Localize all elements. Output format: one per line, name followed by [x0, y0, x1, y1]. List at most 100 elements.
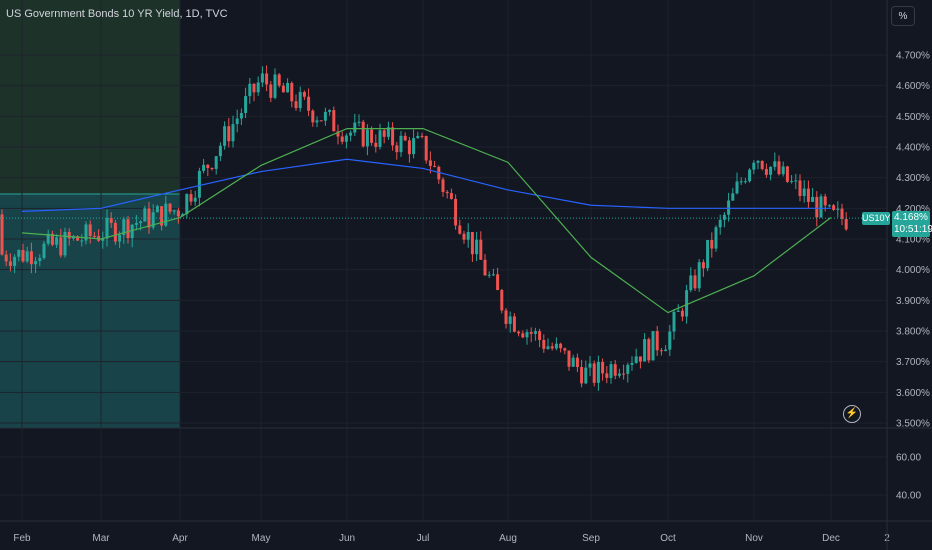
- candle-body: [521, 333, 525, 338]
- candle-body: [424, 136, 428, 161]
- candle-body: [25, 251, 29, 262]
- candle-body: [277, 74, 281, 86]
- candle-body: [105, 218, 109, 239]
- candle-body: [340, 136, 344, 142]
- price-axis[interactable]: 4.700% 4.600% 4.500% 4.400% 4.300% 4.200% 4.10…: [896, 51, 930, 430]
- candle-body: [391, 127, 395, 146]
- candle-body: [630, 362, 634, 365]
- candle-body: [672, 311, 676, 332]
- candle-body: [626, 364, 630, 374]
- candle-body: [840, 208, 844, 219]
- candle-body: [815, 196, 819, 218]
- candle-body: [622, 373, 626, 375]
- candle-body: [273, 74, 277, 98]
- candle-body: [806, 188, 810, 202]
- candle-body: [550, 346, 554, 349]
- candle-body: [777, 161, 781, 175]
- candle-body: [59, 237, 63, 256]
- candle-body: [252, 83, 256, 93]
- time-axis[interactable]: FebMarAprMayJunJulAugSepOctNovDec2: [13, 533, 890, 544]
- candle-body: [428, 160, 432, 166]
- oscillator-tick-label: 40.00: [896, 491, 921, 502]
- candle-body: [781, 166, 785, 175]
- price-tick-label: 3.500%: [896, 419, 930, 430]
- candle-body: [29, 251, 33, 265]
- price-tick-label: 4.700%: [896, 51, 930, 62]
- candle-body: [223, 126, 227, 146]
- candle-body: [311, 110, 315, 123]
- candle-body: [370, 129, 374, 143]
- candle-body: [101, 238, 105, 241]
- candle-body: [50, 233, 54, 245]
- candle-body: [571, 357, 575, 367]
- candle-body: [172, 210, 176, 212]
- candle-body: [42, 243, 46, 259]
- time-tick-label: Apr: [172, 533, 188, 544]
- candle-body: [185, 194, 189, 215]
- candle-body: [38, 258, 42, 262]
- candle-body: [739, 181, 743, 183]
- symbol-tag: US10Y: [862, 212, 891, 225]
- candle-body: [139, 221, 143, 224]
- candle-body: [315, 120, 319, 123]
- candle-body: [109, 218, 113, 223]
- candle-body: [529, 332, 533, 334]
- candle-body: [256, 82, 260, 93]
- time-tick-label: Oct: [660, 533, 676, 544]
- last-price-value: 4.168%: [894, 212, 928, 223]
- candle-body: [592, 363, 596, 383]
- candle-body: [403, 135, 407, 141]
- candle-body: [84, 224, 88, 241]
- candle-body: [122, 219, 126, 235]
- candle-body: [17, 249, 21, 257]
- candle-body: [706, 239, 710, 269]
- candle-body: [764, 168, 768, 175]
- candle-body: [743, 181, 747, 183]
- candle-body: [420, 135, 424, 137]
- candle-body: [504, 310, 508, 324]
- candle-body: [832, 205, 836, 210]
- candle-body: [151, 212, 155, 228]
- candle-body: [0, 214, 4, 255]
- candle-body: [827, 205, 831, 207]
- time-tick-label: Jun: [339, 533, 355, 544]
- candle-body: [21, 249, 25, 262]
- candle-body: [433, 165, 437, 167]
- candle-body: [554, 343, 558, 349]
- candle-body: [344, 135, 348, 142]
- candle-body: [235, 118, 239, 125]
- time-tick-label: Feb: [13, 533, 31, 544]
- ma-short-line: [21, 128, 832, 314]
- candle-body: [126, 219, 130, 239]
- candle-body: [508, 316, 512, 324]
- candle-body: [118, 234, 122, 242]
- candle-body: [735, 181, 739, 194]
- price-tick-label: 3.800%: [896, 327, 930, 338]
- candle-body: [819, 196, 823, 218]
- candle-body: [160, 206, 164, 226]
- candle-body: [449, 193, 453, 199]
- price-tick-label: 3.700%: [896, 357, 930, 368]
- candle-body: [4, 254, 8, 262]
- unit-button[interactable]: %: [891, 6, 915, 26]
- candle-body: [512, 316, 516, 332]
- candle-body: [559, 343, 563, 349]
- candle-body: [214, 156, 218, 169]
- candle-body: [349, 132, 353, 136]
- candle-body: [668, 331, 672, 350]
- candle-body: [802, 188, 806, 196]
- lightning-icon[interactable]: ⚡: [843, 405, 861, 423]
- candle-body: [441, 179, 445, 192]
- candle-body: [458, 225, 462, 234]
- candle-body: [67, 232, 71, 239]
- candle-body: [500, 290, 504, 311]
- candle-body: [567, 350, 571, 367]
- candle-body: [298, 92, 302, 109]
- candle-body: [685, 290, 689, 317]
- candle-body: [399, 135, 403, 153]
- candle-body: [265, 73, 269, 85]
- oscillator-axis[interactable]: 60.00 40.00: [896, 453, 921, 502]
- candle-body: [609, 364, 613, 378]
